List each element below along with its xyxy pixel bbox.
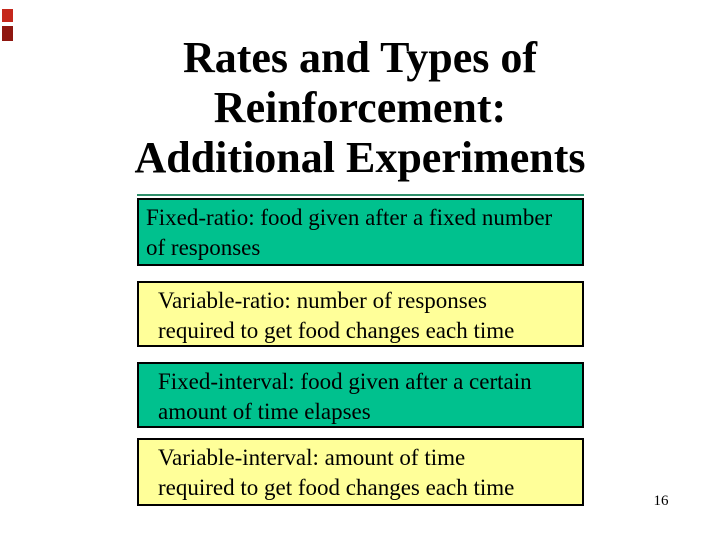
page-number: 16: [653, 493, 669, 509]
red-accent-mark-bottom: [2, 26, 13, 41]
slide-title: Rates and Types of Reinforcement: Additi…: [134, 33, 586, 182]
textbox-variable-ratio: Variable-ratio: number of responses requ…: [137, 281, 584, 347]
red-accent-mark-top: [2, 9, 13, 22]
textbox-variable-interval: Variable-interval: amount of time requir…: [137, 438, 584, 506]
textbox-fixed-ratio: Fixed-ratio: food given after a fixed nu…: [137, 198, 584, 266]
title-underline: [137, 194, 584, 196]
textbox-fixed-interval: Fixed-interval: food given after a certa…: [137, 362, 584, 428]
